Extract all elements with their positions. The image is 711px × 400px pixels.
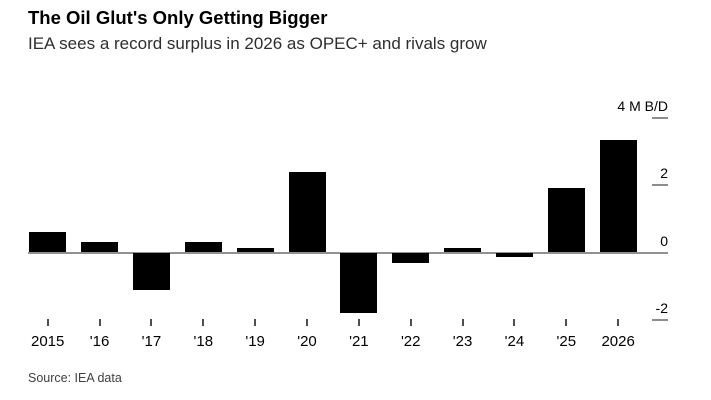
x-tick-label: '23 — [452, 333, 473, 350]
bar-24 — [495, 252, 533, 257]
x-tick-label: 2026 — [601, 333, 635, 350]
x-tick-mark — [513, 319, 516, 326]
x-tick-label: '16 — [89, 333, 110, 350]
x-tick-mark — [150, 319, 153, 326]
x-tick-label: '20 — [297, 333, 317, 350]
bar-16 — [81, 242, 119, 253]
source-note: Source: IEA data — [28, 371, 122, 385]
chart-subtitle: IEA sees a record surplus in 2026 as OPE… — [28, 34, 487, 53]
x-tick-mark — [357, 319, 360, 326]
y-tick-label: 4 M B/D — [617, 97, 668, 114]
x-tick-mark — [98, 319, 101, 326]
bar-20 — [288, 171, 326, 253]
x-tick-label: '19 — [245, 333, 265, 350]
x-tick-mark — [409, 319, 412, 326]
x-tick-mark — [254, 319, 257, 326]
bar-22 — [392, 252, 430, 263]
y-tick-dash — [652, 184, 668, 187]
y-tick-label: 2 — [660, 165, 668, 182]
bar-25 — [547, 188, 585, 253]
x-tick-mark — [46, 319, 49, 326]
bar-2026 — [599, 140, 637, 253]
chart-title: The Oil Glut's Only Getting Bigger — [28, 7, 328, 28]
x-tick-label: '25 — [556, 333, 577, 350]
y-tick-label: 0 — [660, 232, 668, 249]
bar-2015 — [29, 232, 67, 253]
x-tick-mark — [202, 319, 205, 326]
x-tick-label: 2015 — [31, 333, 65, 350]
bar-17 — [132, 252, 170, 290]
x-tick-label: '18 — [193, 333, 214, 350]
x-tick-label: '24 — [504, 333, 525, 350]
bar-19 — [236, 248, 274, 253]
x-tick-mark — [306, 319, 308, 326]
y-tick-dash — [652, 318, 668, 321]
x-tick-mark — [461, 319, 464, 326]
x-tick-mark — [617, 319, 620, 326]
y-tick-label: -2 — [655, 299, 668, 316]
x-tick-label: '22 — [400, 333, 421, 350]
x-tick-label: '21 — [349, 333, 369, 350]
bar-23 — [444, 248, 482, 253]
x-tick-mark — [565, 319, 568, 326]
y-tick-dash — [652, 116, 668, 119]
bar-18 — [184, 242, 222, 253]
bar-21 — [340, 252, 378, 314]
x-tick-label: '17 — [141, 333, 162, 350]
